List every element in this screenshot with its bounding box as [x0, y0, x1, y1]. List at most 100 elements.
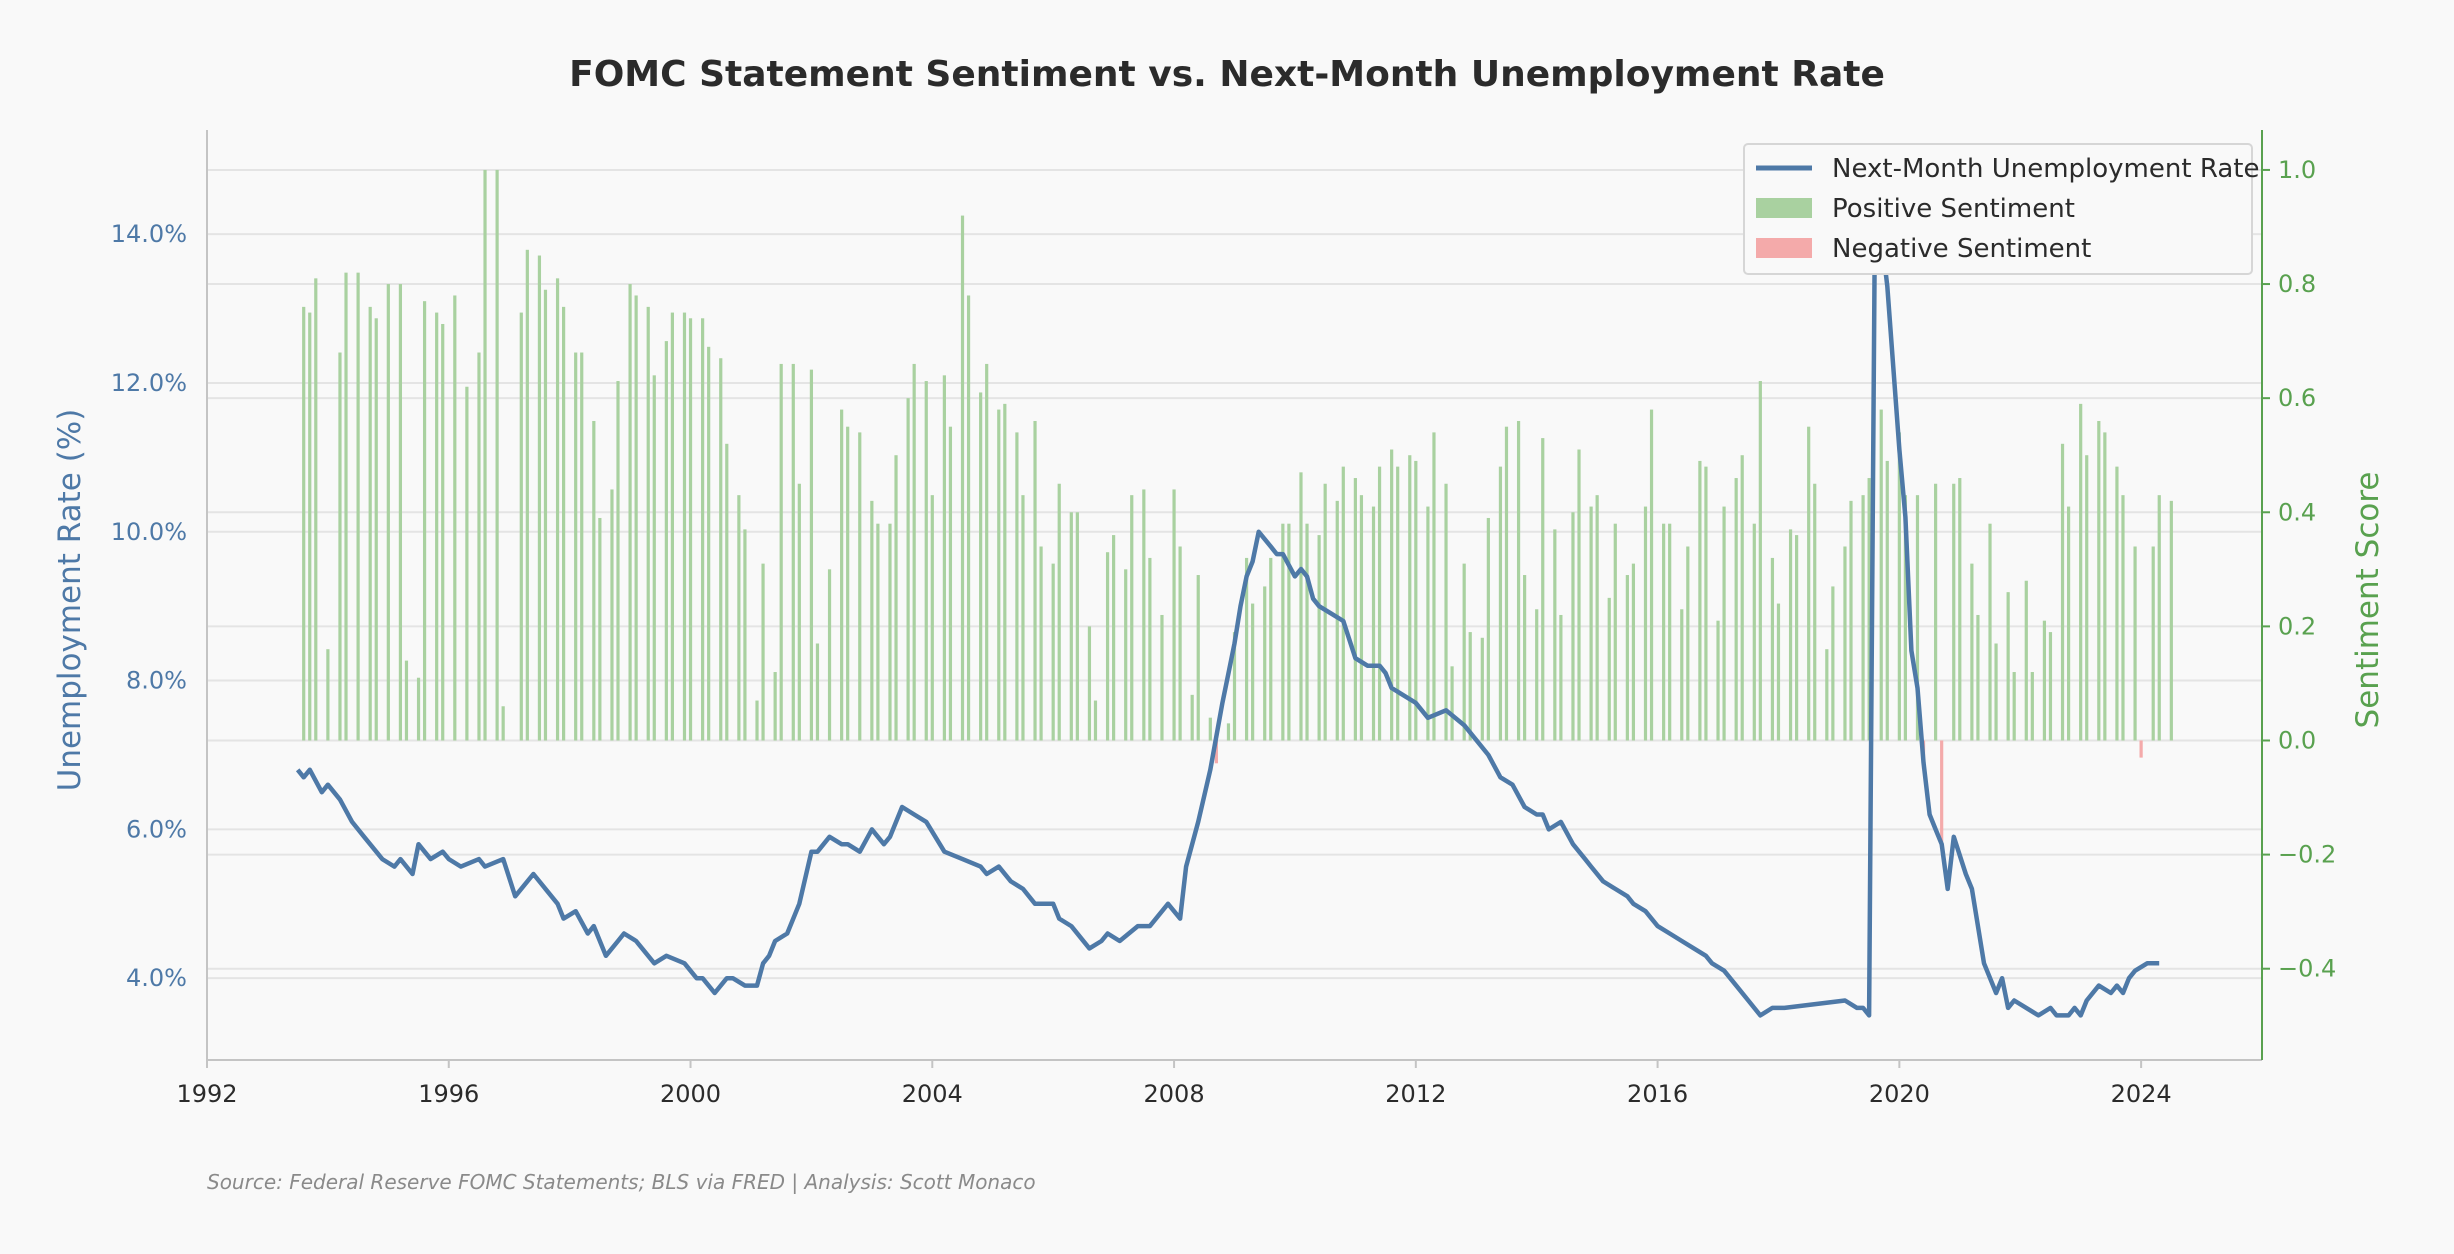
positive-sentiment-bar — [1970, 563, 1974, 741]
positive-sentiment-bar — [1112, 535, 1116, 741]
positive-sentiment-bar — [1625, 575, 1629, 741]
positive-sentiment-bar — [1498, 466, 1503, 741]
positive-sentiment-bar — [1668, 523, 1672, 741]
y-right-tick-label: −0.4 — [2278, 955, 2336, 983]
positive-sentiment-bar — [906, 398, 910, 741]
positive-sentiment-bar — [2066, 506, 2071, 741]
positive-sentiment-bar — [743, 529, 747, 741]
positive-sentiment-bar — [465, 386, 469, 741]
positive-sentiment-bar — [1758, 381, 1762, 741]
positive-sentiment-bar — [441, 323, 445, 741]
positive-sentiment-bar — [1432, 432, 1436, 741]
positive-sentiment-bar — [1680, 609, 1684, 741]
tick-labels: 1992 1996 2000 2004 2008 2012 2016 2020 2024 4.0%… — [111, 156, 2337, 1108]
positive-sentiment-bar — [1716, 620, 1720, 741]
positive-sentiment-bar — [398, 284, 403, 741]
positive-sentiment-bar — [543, 289, 548, 741]
chart-title: FOMC Statement Sentiment vs. Next-Month … — [569, 54, 1885, 95]
positive-sentiment-bar — [1263, 586, 1267, 741]
legend-negative-swatch — [1756, 238, 1812, 258]
x-tick-label: 2008 — [1144, 1080, 1205, 1108]
positive-sentiment-bar — [979, 392, 983, 741]
positive-sentiment-bar — [682, 312, 687, 741]
legend-negative-label: Negative Sentiment — [1832, 234, 2091, 264]
x-tick-label: 2016 — [1627, 1080, 1688, 1108]
positive-sentiment-bar — [525, 249, 529, 741]
positive-sentiment-bar — [314, 278, 318, 741]
positive-sentiment-bar — [646, 306, 650, 741]
positive-sentiment-bar — [1849, 500, 1853, 741]
positive-sentiment-bar — [1903, 495, 1907, 741]
positive-sentiment-bar — [688, 318, 693, 741]
positive-sentiment-bar — [562, 306, 566, 741]
positive-sentiment-bar — [404, 660, 409, 741]
positive-sentiment-bar — [815, 643, 820, 741]
positive-sentiment-bar — [1124, 569, 1128, 741]
positive-sentiment-bar — [1087, 626, 1092, 741]
positive-sentiment-bar — [2006, 592, 2010, 741]
positive-sentiment-bar — [495, 169, 499, 741]
positive-sentiment-bar — [779, 363, 783, 741]
positive-sentiment-bar — [1879, 409, 1883, 741]
unemployment-line — [295, 179, 2160, 1018]
positive-sentiment-bar — [1504, 426, 1509, 741]
positive-sentiment-bar — [1172, 489, 1176, 741]
positive-sentiment-bar — [1541, 438, 1545, 741]
positive-sentiment-bar — [628, 284, 632, 741]
positive-sentiment-bar — [1281, 523, 1285, 741]
positive-sentiment-bar — [1795, 535, 1799, 741]
positive-sentiment-bar — [1704, 466, 1708, 741]
positive-sentiment-bar — [948, 426, 953, 741]
positive-sentiment-bar — [1662, 523, 1666, 741]
positive-sentiment-bar — [344, 272, 348, 741]
positive-sentiment-bar — [1897, 432, 1901, 741]
positive-sentiment-bar — [1251, 603, 1255, 741]
positive-sentiment-bar — [1613, 523, 1617, 741]
positive-sentiment-bar — [942, 375, 946, 741]
positive-sentiment-bar — [1377, 466, 1382, 741]
positive-sentiment-bar — [338, 352, 342, 741]
positive-sentiment-bar — [1226, 723, 1231, 741]
positive-sentiment-bar — [797, 483, 801, 741]
legend-positive-swatch — [1756, 198, 1812, 218]
positive-sentiment-bar — [2030, 672, 2034, 741]
positive-sentiment-bar — [2060, 443, 2065, 741]
positive-sentiment-bar — [1988, 523, 1992, 741]
positive-sentiment-bar — [1631, 563, 1636, 741]
positive-sentiment-bar — [1915, 495, 1920, 741]
positive-sentiment-bar — [537, 255, 542, 741]
positive-sentiment-bar — [840, 409, 844, 741]
legend: Next-Month Unemployment Rate Positive Se… — [1743, 143, 2259, 275]
positive-sentiment-bar — [1559, 614, 1563, 741]
positive-sentiment-bar — [1269, 557, 1273, 741]
y-left-tick-label: 8.0% — [126, 667, 187, 695]
positive-sentiment-bar — [1130, 495, 1134, 741]
legend-positive-label: Positive Sentiment — [1832, 194, 2075, 224]
positive-sentiment-bar — [761, 563, 765, 741]
positive-sentiment-bar — [1535, 609, 1539, 741]
positive-sentiment-bar — [1208, 717, 1212, 741]
positive-sentiment-bar — [912, 363, 916, 741]
positive-sentiment-bar — [2085, 455, 2089, 741]
positive-sentiment-bar — [966, 295, 971, 741]
positive-sentiment-bar — [1444, 483, 1448, 741]
positive-sentiment-bar — [858, 432, 862, 741]
positive-sentiment-bar — [2079, 403, 2083, 741]
positive-sentiment-bar — [2169, 500, 2173, 741]
positive-sentiment-bar — [1396, 466, 1400, 741]
y-right-tick-label: 0.6 — [2278, 384, 2316, 412]
x-tick-label: 2024 — [2111, 1080, 2172, 1108]
y-left-tick-label: 14.0% — [111, 220, 187, 248]
positive-sentiment-bar — [1825, 649, 1829, 741]
positive-sentiment-bar — [1390, 449, 1394, 741]
positive-sentiment-bar — [302, 306, 306, 741]
positive-sentiment-bar — [809, 369, 814, 741]
positive-sentiment-bar — [1577, 449, 1581, 741]
positive-sentiment-bar — [1698, 460, 1702, 741]
positive-sentiment-bar — [1976, 614, 1980, 741]
legend-line-label: Next-Month Unemployment Rate — [1832, 154, 2259, 184]
negative-sentiment-bar — [1214, 740, 1218, 764]
positive-sentiment-bar — [1867, 478, 1871, 741]
positive-sentiment-bar — [1571, 512, 1575, 741]
positive-sentiment-bar — [737, 495, 741, 741]
